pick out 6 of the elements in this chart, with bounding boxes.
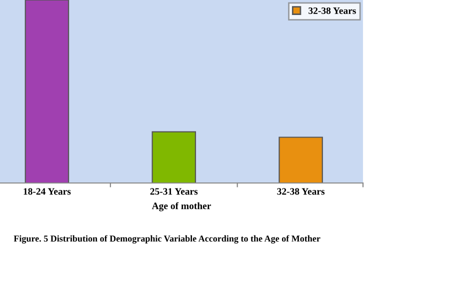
- x-tick-label: 32-38 Years: [277, 188, 325, 195]
- x-tick-label: 18-24 Years: [24, 188, 71, 195]
- x-tick-label: 25-31 Years: [150, 188, 198, 195]
- text: Figure. 5 Distribution of Demographic Variable According to the Age of Mother: [14, 235, 320, 244]
- legend-label: 32-38 Years: [308, 7, 356, 14]
- x-axis-title: Age of mother: [152, 202, 211, 212]
